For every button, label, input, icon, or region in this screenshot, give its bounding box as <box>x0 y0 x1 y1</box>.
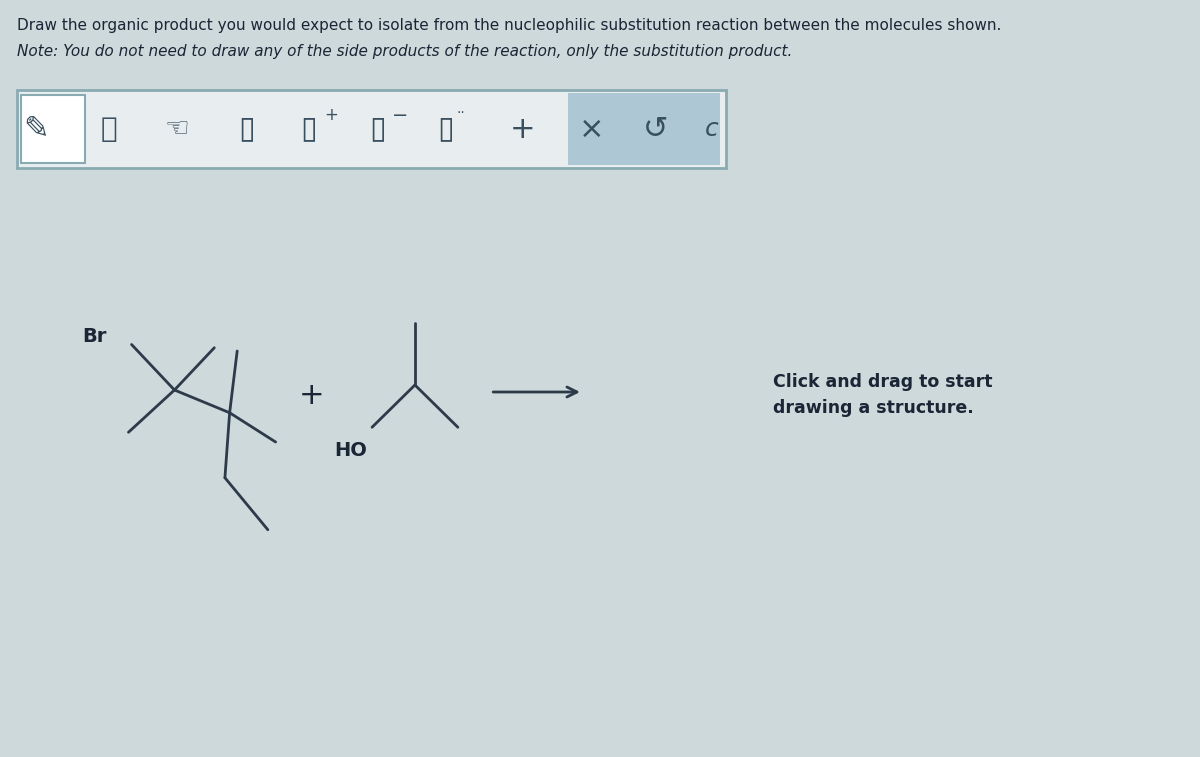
Text: drawing a structure.: drawing a structure. <box>773 399 974 417</box>
Text: ▯: ▯ <box>368 114 385 144</box>
Bar <box>568 93 720 165</box>
Text: +: + <box>510 114 535 144</box>
Text: ✎: ✎ <box>23 114 48 144</box>
Text: ×: × <box>578 114 604 144</box>
Text: Click and drag to start: Click and drag to start <box>773 373 992 391</box>
Text: ⬧: ⬧ <box>100 115 116 143</box>
Text: +: + <box>299 381 324 410</box>
Text: +: + <box>324 106 338 124</box>
Text: ▯: ▯ <box>239 114 256 144</box>
Text: HO: HO <box>335 441 367 460</box>
Text: Draw the organic product you would expect to isolate from the nucleophilic subst: Draw the organic product you would expec… <box>17 18 1001 33</box>
Text: ▯: ▯ <box>438 114 455 144</box>
Text: ··: ·· <box>457 106 466 120</box>
Text: ▯: ▯ <box>300 114 317 144</box>
Text: Note: You do not need to draw any of the side products of the reaction, only the: Note: You do not need to draw any of the… <box>17 44 792 59</box>
Bar <box>17 90 726 168</box>
Text: ☜: ☜ <box>164 115 190 143</box>
Text: c: c <box>706 117 719 141</box>
Bar <box>20 95 85 163</box>
Text: −: − <box>391 105 408 124</box>
Text: Br: Br <box>83 327 107 346</box>
Text: ↺: ↺ <box>643 114 668 144</box>
